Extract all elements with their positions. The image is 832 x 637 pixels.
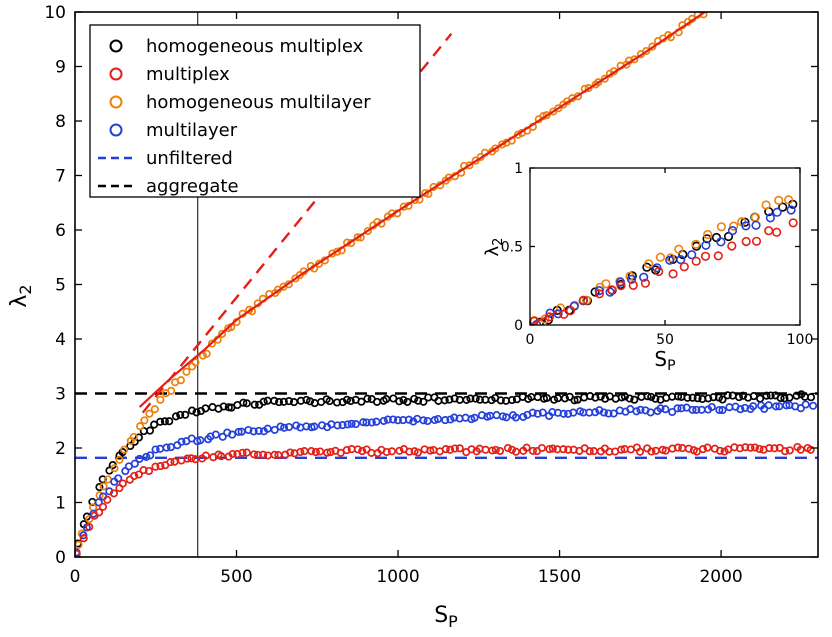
- line-fit: [530, 310, 558, 325]
- legend-label-multiplex: multiplex: [146, 64, 230, 85]
- legend-label-aggregate: aggregate: [146, 176, 239, 197]
- x-tick-label: 2000: [699, 567, 742, 587]
- inset-y-axis-label: λ2: [482, 238, 506, 257]
- series-homogeneous-multiplex: [75, 390, 816, 548]
- inset-x-axis-label: SP: [654, 347, 675, 374]
- ticks: 0 50 100 0 0.5 1: [501, 161, 814, 348]
- x-tick-label: 1500: [538, 567, 581, 587]
- legend: homogeneous multiplex multiplex homogene…: [89, 24, 421, 198]
- legend-swatch-multiplex: [109, 67, 123, 81]
- series-multiplex: [530, 218, 798, 325]
- x-tick-label: 0: [526, 332, 535, 348]
- y-tick-label: 8: [55, 112, 66, 132]
- legend-box: [89, 24, 421, 198]
- y-tick-label: 6: [55, 221, 66, 241]
- series-multiplex: [75, 442, 815, 557]
- y-tick-label: 10: [44, 3, 66, 23]
- inset-x-axis-label-sub: P: [667, 358, 675, 374]
- x-axis-label: SP: [434, 603, 458, 631]
- y-tick-label: 0.5: [501, 240, 523, 256]
- x-tick-label: 1000: [376, 567, 419, 587]
- inset-background: [530, 168, 800, 325]
- series-multilayer: [75, 400, 818, 557]
- inset-y-axis-label-sub: 2: [491, 238, 506, 246]
- y-tick-label: 1: [55, 494, 66, 514]
- inset-x-axis-label-base: S: [654, 347, 667, 371]
- y-tick-label: 0: [55, 548, 66, 568]
- legend-label-unfiltered: unfiltered: [146, 148, 233, 169]
- y-axis-label-base: λ: [7, 295, 32, 308]
- x-tick-label: 50: [656, 332, 674, 348]
- x-tick-label: 500: [220, 567, 252, 587]
- x-axis-label-base: S: [434, 603, 448, 628]
- inset-plot-area: 0 50 100 0 0.5 1: [501, 161, 814, 348]
- x-tick-label: 100: [787, 332, 814, 348]
- y-tick-label: 3: [55, 385, 66, 405]
- x-tick-label: 0: [70, 567, 81, 587]
- y-tick-label: 1: [514, 161, 523, 177]
- y-tick-label: 4: [55, 330, 66, 350]
- y-tick-label: 9: [55, 58, 66, 78]
- data-layer: [75, 12, 818, 557]
- y-tick-label: 7: [55, 167, 66, 187]
- y-axis-label-sub: 2: [16, 284, 35, 294]
- legend-label-multilayer: multilayer: [146, 120, 238, 141]
- y-axis-label: λ2: [7, 284, 35, 307]
- legend-swatch-homogeneous-multilayer: [109, 95, 123, 109]
- legend-label-homogeneous-multilayer: homogeneous multilayer: [146, 92, 371, 113]
- x-axis-label-sub: P: [448, 612, 458, 631]
- line-fit: [138, 12, 706, 408]
- inset-y-axis-label-base: λ: [482, 245, 503, 256]
- y-tick-label: 5: [55, 276, 66, 296]
- y-tick-label: 0: [514, 318, 523, 334]
- legend-swatch-homogeneous-multiplex: [109, 39, 123, 53]
- y-tick-label: 2: [55, 439, 66, 459]
- legend-swatch-multilayer: [109, 123, 123, 137]
- legend-label-homogeneous-multiplex: homogeneous multiplex: [146, 36, 364, 57]
- data-layer: [530, 195, 798, 325]
